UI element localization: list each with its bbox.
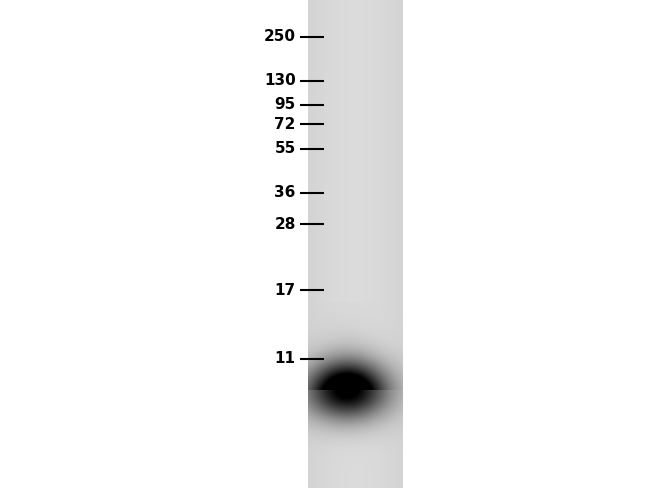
Text: 72: 72 — [274, 117, 296, 132]
Text: 17: 17 — [274, 283, 296, 298]
Text: 28: 28 — [274, 217, 296, 232]
Text: 55: 55 — [274, 142, 296, 156]
Text: 250: 250 — [264, 29, 296, 44]
Text: 130: 130 — [264, 73, 296, 88]
Text: 11: 11 — [275, 351, 296, 366]
Text: 36: 36 — [274, 185, 296, 200]
Text: 95: 95 — [274, 98, 296, 112]
